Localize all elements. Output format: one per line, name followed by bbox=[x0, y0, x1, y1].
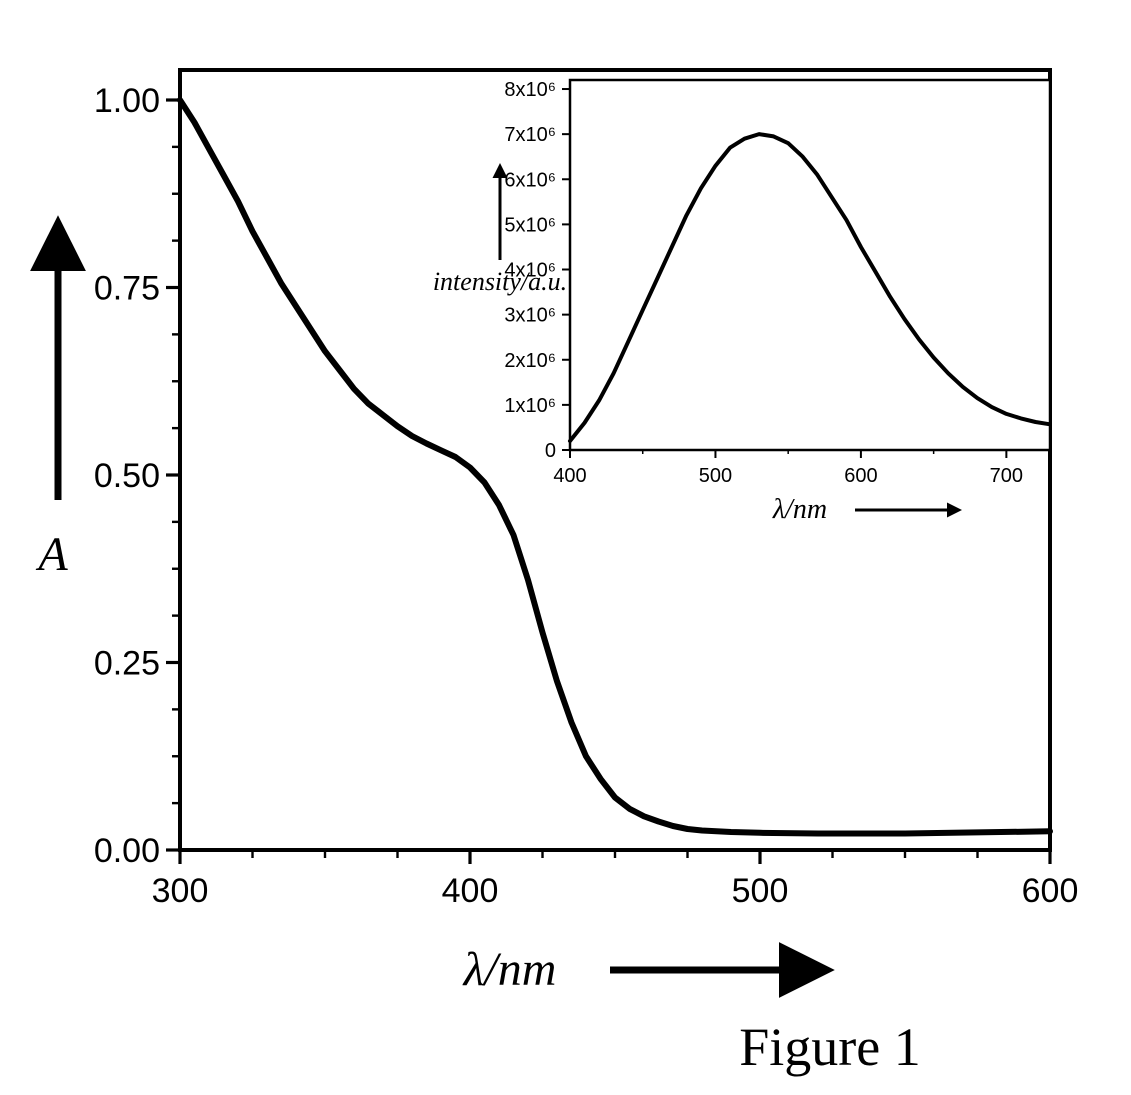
svg-text:8x10⁶: 8x10⁶ bbox=[504, 79, 556, 101]
svg-text:5x10⁶: 5x10⁶ bbox=[504, 214, 556, 236]
svg-text:600: 600 bbox=[844, 465, 877, 487]
svg-text:0: 0 bbox=[545, 440, 556, 462]
svg-text:7x10⁶: 7x10⁶ bbox=[504, 124, 556, 146]
svg-text:700: 700 bbox=[990, 465, 1023, 487]
figure-caption: Figure 1 bbox=[739, 1017, 921, 1077]
inset-plot: 40050060070001x10⁶2x10⁶3x10⁶4x10⁶5x10⁶6x… bbox=[504, 79, 1051, 487]
svg-text:1.00: 1.00 bbox=[94, 82, 160, 120]
svg-text:3x10⁶: 3x10⁶ bbox=[504, 305, 556, 327]
main-x-label: λ/nm bbox=[462, 943, 557, 996]
svg-text:0.50: 0.50 bbox=[94, 457, 160, 495]
inset-x-label: λ/nm bbox=[772, 494, 827, 525]
svg-text:0.00: 0.00 bbox=[94, 832, 160, 870]
svg-text:0.25: 0.25 bbox=[94, 644, 160, 682]
svg-text:6x10⁶: 6x10⁶ bbox=[504, 169, 556, 191]
inset-y-label: intensity/a.u. bbox=[433, 267, 567, 296]
svg-text:400: 400 bbox=[553, 465, 586, 487]
svg-text:500: 500 bbox=[699, 465, 732, 487]
svg-text:600: 600 bbox=[1022, 872, 1079, 910]
svg-text:300: 300 bbox=[152, 872, 209, 910]
svg-text:500: 500 bbox=[732, 872, 789, 910]
figure-svg: 300 400 500 600 0.00 0.25 0.50 0.75 1.00 400 500 6… bbox=[0, 0, 1131, 1095]
svg-text:400: 400 bbox=[442, 872, 499, 910]
svg-text:2x10⁶: 2x10⁶ bbox=[504, 350, 556, 372]
svg-text:1x10⁶: 1x10⁶ bbox=[504, 395, 556, 417]
main-y-label: A bbox=[35, 528, 68, 581]
svg-text:0.75: 0.75 bbox=[94, 269, 160, 307]
